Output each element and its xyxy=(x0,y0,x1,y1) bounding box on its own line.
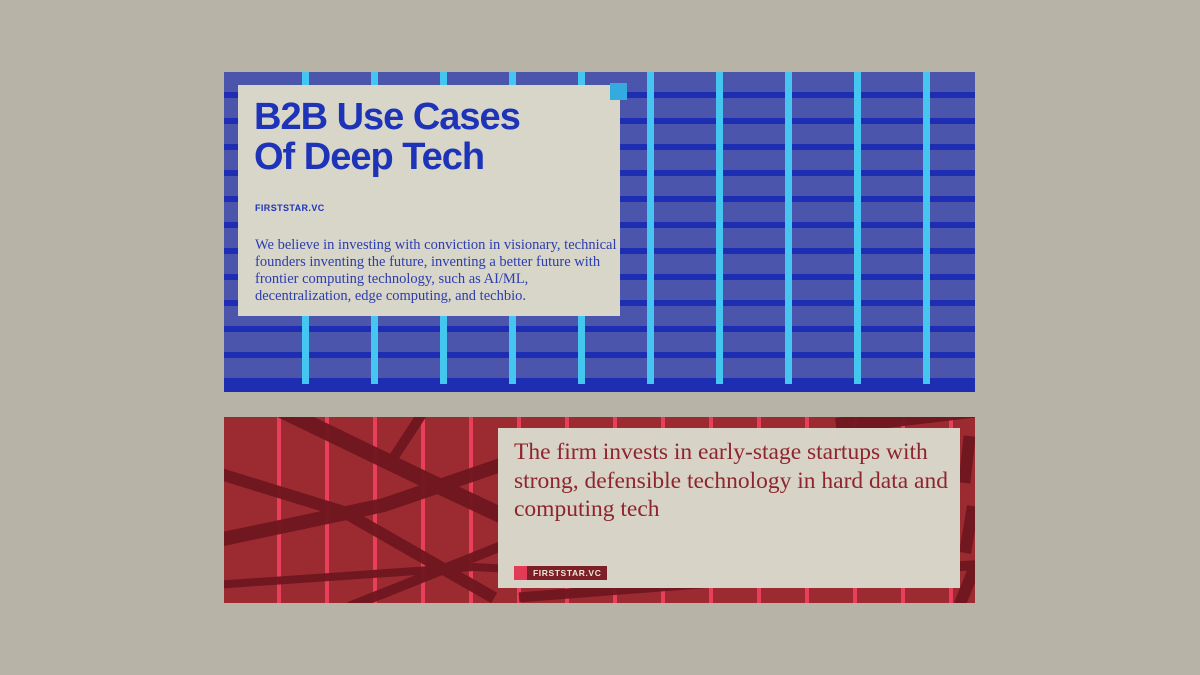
banner-description: We believe in investing with conviction … xyxy=(255,237,617,304)
bottom-banner-graphic: The firm invests in early-stage startups… xyxy=(224,417,975,603)
top-banner-graphic: B2B Use Cases Of Deep Tech FIRSTSTAR.VC … xyxy=(224,72,975,392)
bottom-headline: The firm invests in early-stage startups… xyxy=(514,439,948,522)
top-card: B2B Use Cases Of Deep Tech FIRSTSTAR.VC … xyxy=(238,83,627,316)
brand-badge-label: FIRSTSTAR.VC xyxy=(527,566,608,580)
bottom-card: The firm invests in early-stage startups… xyxy=(498,428,960,588)
banner-title: B2B Use Cases Of Deep Tech xyxy=(254,96,521,178)
banner-title-line-1: B2B Use Cases xyxy=(254,96,521,138)
brand-badge: FIRSTSTAR.VC xyxy=(514,566,608,580)
corner-accent-square xyxy=(610,83,627,100)
brand-label: FIRSTSTAR.VC xyxy=(255,203,325,213)
badge-accent-square xyxy=(514,566,527,580)
banner-title-line-2: Of Deep Tech xyxy=(254,136,485,178)
